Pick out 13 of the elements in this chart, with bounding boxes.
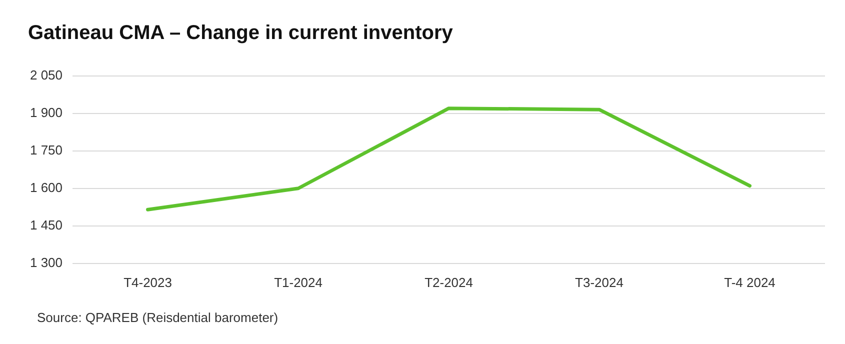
y-tick-label: 1 600 [30,180,63,195]
x-tick-label: T3-2024 [575,274,624,290]
x-tick-label: T-4 2024 [724,274,776,290]
y-tick-label: 1 300 [30,254,63,270]
y-tick-label: 1 900 [30,104,63,120]
x-tick-label: T2-2024 [424,274,473,290]
chart-title: Gatineau CMA – Change in current inventory [28,22,453,45]
y-tick-label: 1 450 [30,217,63,232]
x-tick-label: T1-2024 [274,274,322,290]
y-tick-label: 2 050 [30,67,63,82]
source-note: Source: QPAREB (Reisdential barometer) [37,310,278,325]
y-tick-label: 1 750 [30,142,63,158]
x-tick-label: T4-2023 [124,274,172,290]
